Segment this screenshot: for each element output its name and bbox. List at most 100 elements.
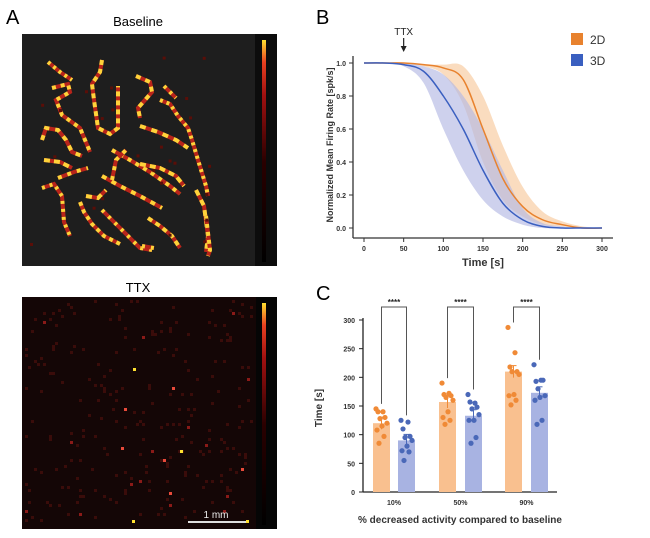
ttx-pixel (115, 390, 118, 393)
ttx-pixel (169, 504, 172, 507)
baseline-pixel (110, 86, 114, 90)
ttx-pixel (139, 513, 142, 516)
baseline-pixel (30, 242, 34, 246)
data-point (439, 380, 445, 386)
ttx-pixel (148, 384, 151, 387)
ttx-pixel (121, 387, 124, 390)
ttx-pixel (100, 384, 103, 387)
ttx-pixel (184, 474, 187, 477)
ttx-pixel (232, 447, 235, 450)
ttx-pixel (232, 501, 235, 504)
ttx-pixel (25, 435, 28, 438)
ttx-pixel (202, 486, 205, 489)
ttx-pixel (169, 393, 172, 396)
ttx-pixel (250, 315, 253, 318)
ttx-pixel (91, 468, 94, 471)
x-tick-label: 300 (596, 246, 608, 253)
ttx-pixel (61, 381, 64, 384)
ttx-pixel (109, 498, 112, 501)
baseline-activity-hotspot (110, 148, 128, 181)
ttx-pixel (187, 426, 190, 429)
ttx-pixel (124, 426, 127, 429)
ttx-pixel (238, 312, 241, 315)
ttx-pixel (46, 501, 49, 504)
ttx-pixel (190, 393, 193, 396)
ttx-pixel (223, 441, 226, 444)
ttx-pixel (31, 516, 34, 519)
ttx-pixel (94, 489, 97, 492)
data-point (377, 416, 383, 422)
ttx-pixel (94, 384, 97, 387)
ttx-pixel (208, 450, 211, 453)
ttx-pixel (226, 486, 229, 489)
ttx-pixel (82, 429, 85, 432)
ttx-pixel (64, 465, 67, 468)
baseline-pixel (162, 56, 166, 60)
baseline-pixel (41, 103, 45, 107)
ttx-pixel (238, 387, 241, 390)
ttx-pixel (160, 426, 163, 429)
ttx-pixel (172, 387, 175, 390)
ttx-pixel (208, 429, 211, 432)
baseline-activity-hotspot (46, 60, 74, 82)
ttx-pixel (49, 372, 52, 375)
ttx-pixel (214, 324, 217, 327)
baseline-activity-hotspot (100, 208, 153, 252)
ttx-pixel (163, 513, 166, 516)
baseline-activity-hotspot (41, 181, 72, 237)
data-point (474, 404, 480, 410)
baseline-pixel (58, 108, 62, 112)
baseline-pixel (111, 108, 115, 112)
ttx-pixel-hot (133, 368, 136, 371)
ttx-pixel (67, 513, 70, 516)
ttx-pixel (25, 519, 28, 522)
ttx-pixel (121, 309, 124, 312)
ttx-pixel (79, 459, 82, 462)
baseline-activity-fold (51, 81, 92, 153)
baseline-activity-hotspot (162, 84, 178, 100)
ttx-pixel (76, 501, 79, 504)
data-point (539, 417, 545, 423)
ttx-pixel (139, 480, 142, 483)
ttx-pixel (229, 468, 232, 471)
ttx-pixel (178, 408, 181, 411)
data-point (405, 419, 411, 425)
ttx-pixel (166, 423, 169, 426)
ttx-pixel (79, 399, 82, 402)
legend-swatch-2D (571, 33, 583, 45)
ttx-pixel (115, 420, 118, 423)
y-tick-label: 0.4 (336, 160, 346, 167)
data-point (471, 417, 477, 423)
ttx-pixel (220, 474, 223, 477)
ttx-pixel (241, 468, 244, 471)
x-tick-label: 200 (517, 246, 529, 253)
data-point (376, 440, 382, 446)
ttx-pixel (199, 450, 202, 453)
ttx-pixel (211, 309, 214, 312)
data-point (407, 433, 413, 439)
ttx-pixel (121, 447, 124, 450)
ttx-pixel (34, 468, 37, 471)
ttx-pixel (124, 336, 127, 339)
ttx-pixel (211, 402, 214, 405)
ttx-pixel (73, 312, 76, 315)
data-point (468, 440, 474, 446)
ttx-colorbar (262, 303, 266, 525)
data-point (537, 394, 543, 400)
significance-label: **** (520, 298, 533, 307)
data-point (508, 402, 514, 408)
ttx-pixel (82, 435, 85, 438)
ttx-pixel (184, 516, 187, 519)
baseline-pixel (205, 193, 209, 197)
ttx-pixel (118, 318, 121, 321)
data-point (406, 449, 412, 455)
data-point (506, 393, 512, 399)
legend-label-3D: 3D (590, 54, 606, 68)
panel-label-a: A (6, 7, 20, 29)
ttx-pixel (25, 387, 28, 390)
ttx-pixel (52, 312, 55, 315)
data-point (542, 393, 548, 399)
ttx-pixel (193, 408, 196, 411)
ttx-pixel (109, 369, 112, 372)
data-point (380, 409, 386, 415)
